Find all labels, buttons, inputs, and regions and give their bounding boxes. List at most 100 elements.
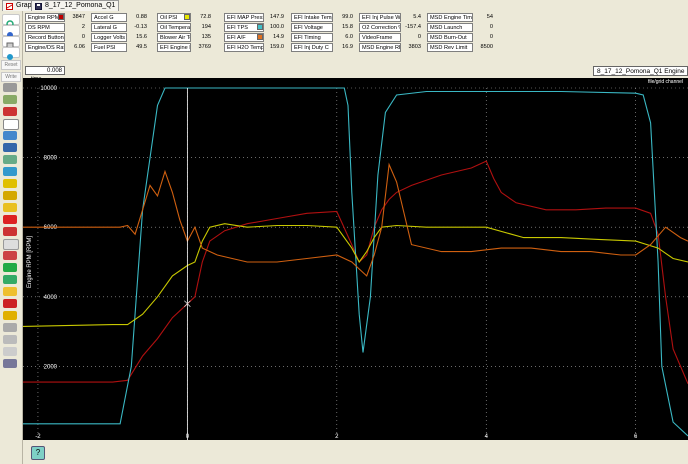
- camera-icon[interactable]: [3, 347, 17, 356]
- channel-cell[interactable]: Accel G 0.88: [91, 13, 157, 22]
- channel-value: 0: [417, 34, 421, 40]
- channel-cell[interactable]: Oil PSI 72.8: [157, 13, 223, 22]
- channel-name: EFI TPS: [224, 23, 264, 32]
- channel-cell[interactable]: EFI Engine RPM 3769: [157, 43, 223, 52]
- channel-cell[interactable]: EFI MAP Press 147.9: [224, 13, 290, 22]
- arrow-left-icon[interactable]: [3, 215, 17, 224]
- y-tick-label: 8000: [44, 156, 58, 162]
- channel-name: Oil Temperature: [157, 23, 191, 32]
- channel-cell[interactable]: EFI A/F 14.9: [224, 33, 290, 42]
- lightning-icon[interactable]: [3, 179, 17, 188]
- zoom-icon[interactable]: [3, 131, 17, 140]
- channel-cell[interactable]: Oil Temperature 194: [157, 23, 223, 32]
- signal-icon[interactable]: [3, 275, 17, 284]
- measure-icon[interactable]: [3, 155, 17, 164]
- arrow-right-icon[interactable]: [3, 203, 17, 212]
- channel-cell[interactable]: DS RPM 2: [25, 23, 91, 32]
- tab-file[interactable]: 8_17_12_Pomona_Q1: [31, 0, 120, 11]
- runner-icon[interactable]: [3, 251, 17, 260]
- info-icon[interactable]: [2, 47, 20, 60]
- channel-value: -157.4: [405, 24, 421, 30]
- channel-value: 194: [201, 24, 211, 30]
- channel-name: Logger Volts: [91, 33, 127, 42]
- x-tick-label: 6: [634, 434, 638, 440]
- help-arrow-icon[interactable]: [3, 359, 17, 368]
- key-icon[interactable]: [3, 287, 17, 296]
- channel-cell[interactable]: MSD Launch 0: [427, 23, 493, 32]
- channel-name: MSD Burn-Out: [427, 33, 473, 42]
- channel-name: MSD Launch: [427, 23, 473, 32]
- time-cursor: [184, 88, 191, 440]
- channel-value: 15.8: [342, 24, 353, 30]
- channel-value: 6.0: [345, 34, 353, 40]
- page-icon[interactable]: [3, 119, 19, 130]
- y-tick-label: 6000: [44, 225, 58, 231]
- channel-name: MSD Rev Limit: [427, 43, 473, 52]
- record-icon[interactable]: [3, 299, 17, 308]
- channel-cell[interactable]: Logger Volts 15.6: [91, 33, 157, 42]
- sun-icon[interactable]: [3, 311, 17, 320]
- time-readout[interactable]: 0.008: [25, 66, 65, 75]
- chart-icon[interactable]: [3, 95, 17, 104]
- channel-cell[interactable]: MSD Burn-Out 0: [427, 33, 493, 42]
- channel-cell[interactable]: MSD Engine Timi 54: [427, 13, 493, 22]
- tool-icon[interactable]: [2, 25, 20, 38]
- channel-cell[interactable]: EFI Voltage 15.8: [291, 23, 357, 32]
- print-icon[interactable]: [3, 83, 17, 92]
- channel-name: EFI A/F: [224, 33, 264, 42]
- channel-value: 3803: [408, 44, 421, 50]
- channel-value: 0: [489, 34, 493, 40]
- gauge-icon[interactable]: [3, 167, 17, 176]
- left-toolbar: Reset Write: [0, 11, 23, 464]
- channel-value: 8500: [480, 44, 493, 50]
- arrow-back-icon[interactable]: [3, 227, 17, 236]
- hand-icon[interactable]: [3, 143, 17, 152]
- filter-icon[interactable]: [3, 335, 17, 344]
- channel-cell[interactable]: Lateral G -0.13: [91, 23, 157, 32]
- graph-icon: [6, 2, 13, 10]
- channel-cell[interactable]: MSD Engine RPM 3803: [359, 43, 425, 52]
- reset-button[interactable]: Reset: [1, 60, 21, 70]
- channel-cell[interactable]: VideoFrame 0: [359, 33, 425, 42]
- blank-icon[interactable]: [3, 239, 19, 250]
- help-icon[interactable]: ?: [31, 446, 45, 460]
- status-bar: ?: [23, 440, 688, 464]
- channel-value: 159.0: [270, 44, 284, 50]
- channel-cell[interactable]: O2 Correction % -157.4: [359, 23, 425, 32]
- write-button[interactable]: Write: [1, 72, 21, 82]
- settings-icon[interactable]: [3, 323, 17, 332]
- channel-name: Engine/DS Ratio: [25, 43, 65, 52]
- flag-icon[interactable]: [3, 191, 17, 200]
- channel-cell[interactable]: Engine/DS Ratio 6.06: [25, 43, 91, 52]
- channel-name: EFI H2O Temp: [224, 43, 264, 52]
- open-icon[interactable]: [2, 36, 20, 50]
- channel-cell[interactable]: Blower Air Temp 135: [157, 33, 223, 42]
- channel-cell[interactable]: Fuel PSI 49.5: [91, 43, 157, 52]
- channel-name: EFI Inj Duty C: [291, 43, 333, 52]
- channel-value: 0: [81, 34, 85, 40]
- channel-cell[interactable]: EFI Inj Duty C 16.9: [291, 43, 357, 52]
- channel-cell[interactable]: EFI Timing 6.0: [291, 33, 357, 42]
- channel-cell[interactable]: Record Button 0: [25, 33, 91, 42]
- channel-cell[interactable]: EFI Intake Temp 99.0: [291, 13, 357, 22]
- channel-color-swatch: [58, 14, 64, 20]
- channel-cell[interactable]: Engine RPM 3847: [25, 13, 91, 22]
- channel-value: 0.88: [136, 14, 147, 20]
- channel-cell[interactable]: MSD Rev Limit 8500: [427, 43, 493, 52]
- channel-cell[interactable]: EFI H2O Temp 159.0: [224, 43, 290, 52]
- refresh-icon[interactable]: [2, 14, 20, 28]
- y-axis-label: Engine RPM [RPM]: [27, 236, 33, 288]
- channel-value: 147.9: [270, 14, 284, 20]
- channel-name: EFI Voltage: [291, 23, 333, 32]
- car-icon[interactable]: [3, 263, 17, 272]
- stop-icon[interactable]: [3, 107, 17, 116]
- channel-cell[interactable]: EFI TPS 100.0: [224, 23, 290, 32]
- grid-lines: [23, 87, 688, 440]
- channel-value: 5.4: [413, 14, 421, 20]
- channel-name: Fuel PSI: [91, 43, 127, 52]
- channel-value: 135: [201, 34, 211, 40]
- channel-name: Oil PSI: [157, 13, 191, 22]
- save-icon: [35, 2, 42, 10]
- channel-cell[interactable]: EFI Inj Pulse W 5.4: [359, 13, 425, 22]
